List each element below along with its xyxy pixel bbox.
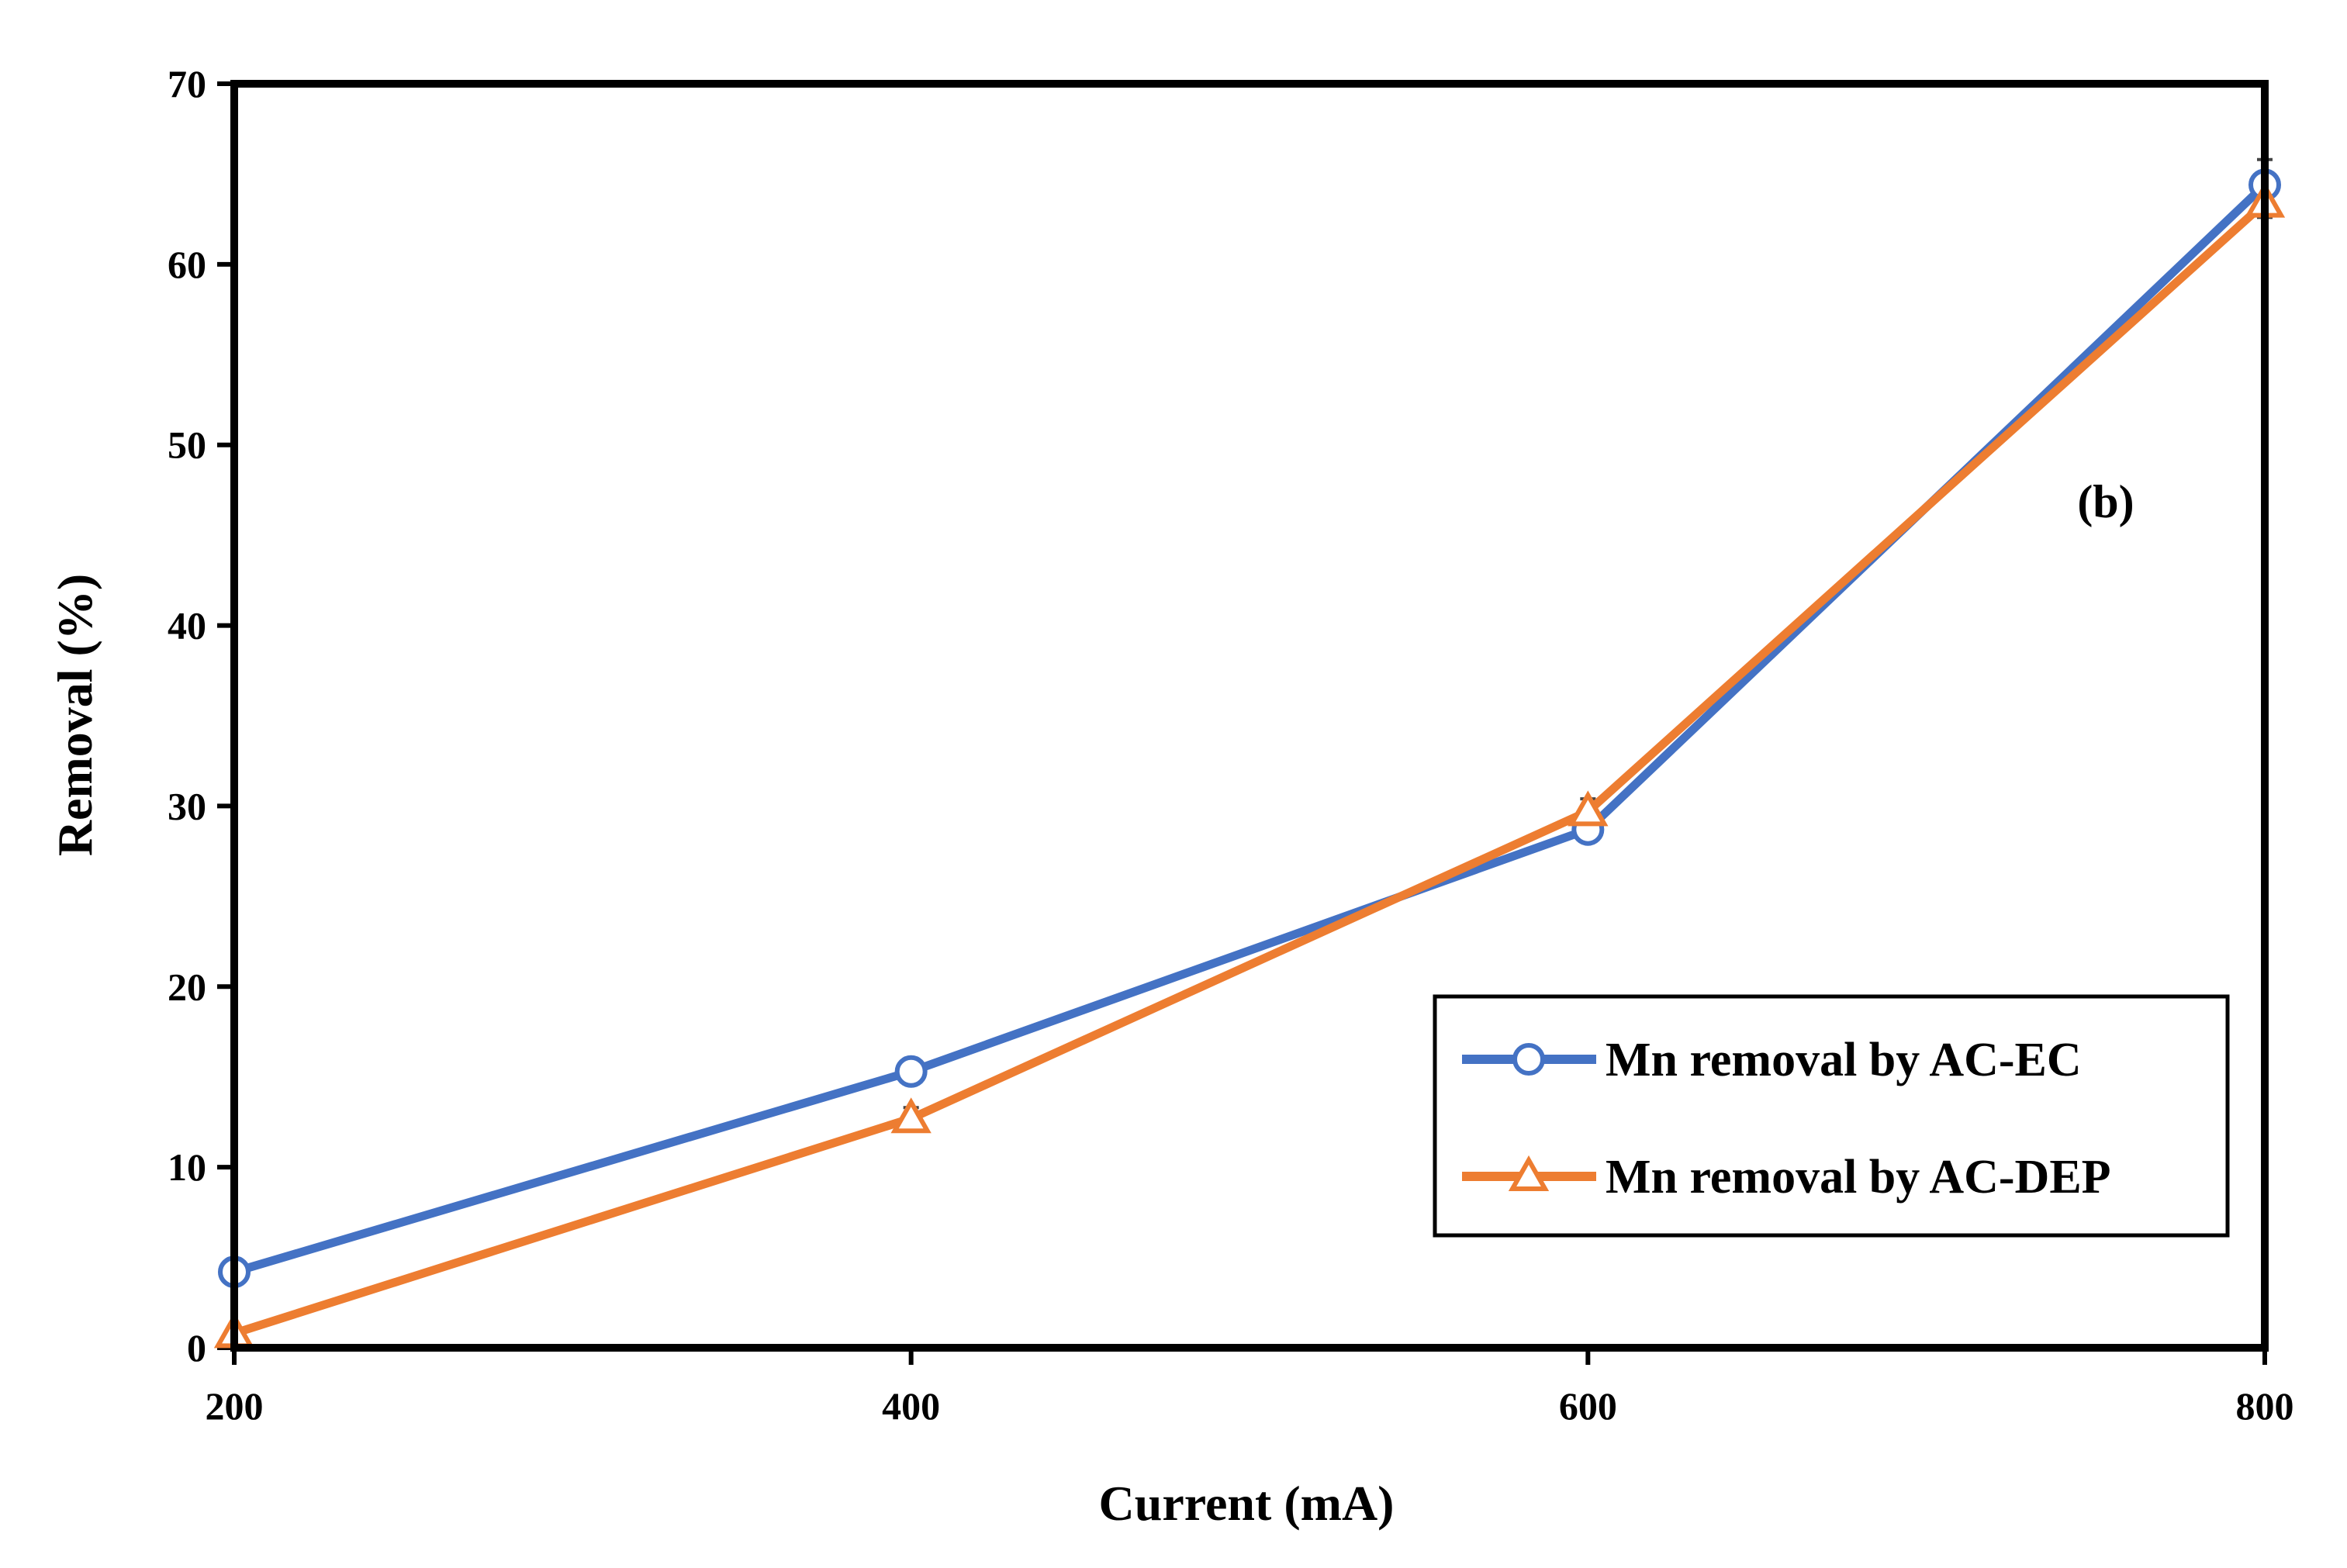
y-tick-label: 50 (168, 423, 206, 467)
ticks-layer: 0 10 20 30 40 50 60 70 200 400 600 800 (168, 62, 2294, 1428)
x-tick-label: 600 (1559, 1384, 1617, 1428)
legend-label-ac-ec: Mn removal by AC-EC (1606, 1034, 2082, 1086)
y-tick-label: 30 (168, 784, 206, 827)
x-axis-title: Current (mA) (1099, 1476, 1395, 1531)
x-tick-label: 200 (206, 1384, 264, 1428)
legend-label-ac-dep: Mn removal by AC-DEP (1606, 1151, 2111, 1204)
y-axis-title: Removal (%) (47, 574, 102, 856)
legend: Mn removal by AC-EC Mn removal by AC-DEP (1433, 994, 2230, 1238)
y-tick-label: 40 (168, 604, 206, 648)
y-tick-label: 70 (168, 62, 206, 105)
legend-box (1433, 994, 2230, 1238)
x-tick-label: 800 (2236, 1384, 2294, 1428)
series-line-ac-dep (230, 199, 2269, 1338)
data-point-ac-ec (894, 1055, 928, 1088)
legend-marker-ac-dep (1508, 1155, 1550, 1191)
data-point-ac-dep (890, 1097, 932, 1134)
plot-area-frame (230, 80, 2269, 1352)
data-point-ac-dep (1568, 790, 1609, 827)
y-tick-label: 60 (168, 243, 206, 286)
x-tick-label: 400 (882, 1384, 940, 1428)
y-tick-label: 20 (168, 965, 206, 1008)
legend-marker-ac-ec (1512, 1043, 1545, 1076)
series-layer (230, 180, 2269, 1338)
y-tick-label: 0 (187, 1326, 206, 1369)
panel-annotation: (b) (2077, 476, 2134, 527)
y-tick-label: 10 (168, 1145, 206, 1189)
